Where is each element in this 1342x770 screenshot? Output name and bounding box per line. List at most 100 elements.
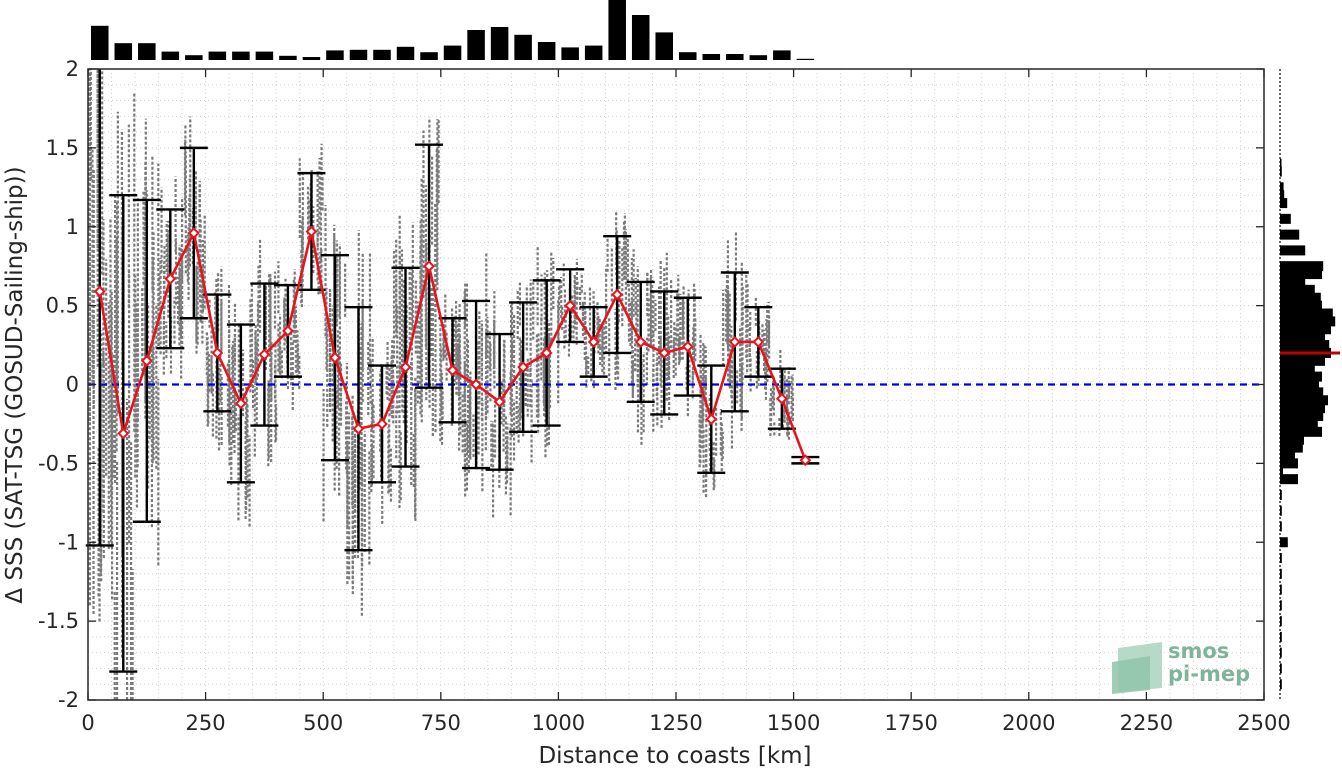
right-hist-bar (1280, 324, 1331, 335)
top-hist-bar (208, 51, 227, 60)
top-hist-bar (561, 47, 579, 60)
top-hist-bar (373, 49, 391, 60)
mean-marker (376, 418, 388, 430)
y-tick-label: -0.5 (38, 451, 79, 475)
right-hist-bar (1280, 340, 1330, 351)
mean-marker (752, 335, 765, 348)
top-hist-bar (91, 25, 109, 60)
right-hist-bar (1280, 308, 1333, 319)
top-hist-bar (443, 45, 462, 60)
right-hist-bar (1280, 458, 1298, 469)
right-hist-bar (1280, 584, 1282, 595)
right-hist-bar (1280, 537, 1288, 548)
right-hist-bar (1280, 355, 1325, 366)
y-tick-label: -1.5 (38, 609, 79, 633)
y-tick-label: 0 (66, 373, 79, 397)
right-hist-bar (1280, 316, 1336, 327)
x-tick-label: 2250 (1120, 711, 1173, 735)
top-hist-bar (702, 54, 721, 60)
y-tick-label: 2 (66, 57, 79, 81)
y-tick-label: 1 (66, 215, 79, 239)
right-hist-bar (1280, 363, 1315, 374)
top-hist-bar (114, 43, 133, 60)
x-tick-label: 1250 (649, 711, 702, 735)
right-hist-bar (1280, 387, 1324, 398)
right-hist-bar (1280, 418, 1318, 429)
mean-marker (329, 351, 341, 364)
right-hist-bar (1280, 158, 1282, 169)
top-hist-bar (537, 42, 556, 60)
x-tick-label: 2000 (1002, 711, 1055, 735)
top-hist-bar (749, 55, 768, 60)
mean-marker (705, 413, 718, 426)
y-tick-label: 0.5 (46, 294, 79, 318)
mean-marker (775, 392, 788, 405)
scatter-samples (88, 69, 794, 700)
mean-marker (399, 361, 412, 374)
right-hist-bar (1280, 450, 1295, 461)
right-hist-bar (1280, 442, 1303, 453)
mean-marker (658, 347, 671, 359)
mean-marker (587, 335, 600, 348)
right-hist-bar (1280, 166, 1282, 177)
mean-marker (305, 225, 318, 238)
x-tick-label: 500 (303, 711, 343, 735)
y-axis-label: Δ SSS (SAT-TSG (GOSUD-Sailing-ship)) (2, 166, 28, 603)
top-hist-bar (420, 52, 438, 60)
top-hist-bar (396, 46, 415, 60)
top-hist-bar (232, 51, 250, 60)
top-hist-bar (138, 43, 156, 60)
right-hist-bar (1280, 426, 1322, 437)
mean-marker (493, 395, 506, 408)
right-hist-bar (1280, 553, 1282, 564)
top-histogram (91, 0, 815, 60)
mean-marker (234, 397, 247, 410)
mean-marker (423, 260, 435, 273)
mean-marker (564, 299, 577, 312)
top-hist-bar (161, 51, 180, 60)
right-hist-bar (1280, 616, 1282, 627)
y-tick-label: -2 (58, 688, 79, 712)
top-hist-bar (631, 15, 650, 60)
right-hist-bar (1280, 403, 1325, 414)
logo-text-smos: smos (1168, 639, 1229, 663)
right-hist-bar (1280, 663, 1282, 674)
right-hist-bar (1280, 261, 1324, 272)
mean-marker (728, 335, 741, 348)
x-tick-labels: 0 250 500 750 1000 1250 1500 1750 2000 2250 2500 (81, 711, 1290, 735)
right-hist-bar (1280, 379, 1319, 390)
logo-mark-front (1112, 656, 1150, 694)
top-hist-bar (584, 45, 603, 60)
right-hist-bar (1280, 190, 1285, 201)
mean-marker (187, 227, 200, 239)
right-hist-bar (1280, 371, 1322, 382)
mean-marker (258, 348, 271, 361)
right-hist-bar (1280, 245, 1306, 256)
y-tick-labels: 2 1.5 1 0.5 0 -0.5 -1 -1.5 -2 (38, 57, 79, 712)
right-hist-bar (1280, 213, 1291, 224)
x-tick-label: 1000 (532, 711, 585, 735)
mean-marker (634, 335, 647, 348)
top-hist-bar (655, 32, 673, 60)
top-hist-bar (467, 30, 485, 60)
right-hist-bar (1280, 332, 1325, 343)
mean-marker (799, 454, 812, 467)
right-hist-bar (1280, 229, 1300, 240)
right-hist-bar (1280, 505, 1282, 516)
right-hist-bar (1280, 474, 1298, 485)
mean-marker (446, 364, 459, 377)
right-hist-bar (1280, 600, 1282, 611)
mean-marker (164, 272, 177, 285)
right-hist-bar (1280, 631, 1282, 642)
x-tick-label: 2500 (1237, 711, 1290, 735)
right-hist-bar (1280, 489, 1282, 500)
right-hist-bar (1280, 568, 1282, 579)
right-hist-bar (1280, 434, 1304, 445)
y-tick-label: 1.5 (46, 136, 79, 160)
right-hist-bar (1280, 411, 1324, 422)
right-hist-bar (1280, 466, 1283, 477)
right-hist-bar (1280, 292, 1321, 303)
right-hist-bar (1280, 284, 1315, 295)
top-hist-bar (608, 0, 626, 60)
